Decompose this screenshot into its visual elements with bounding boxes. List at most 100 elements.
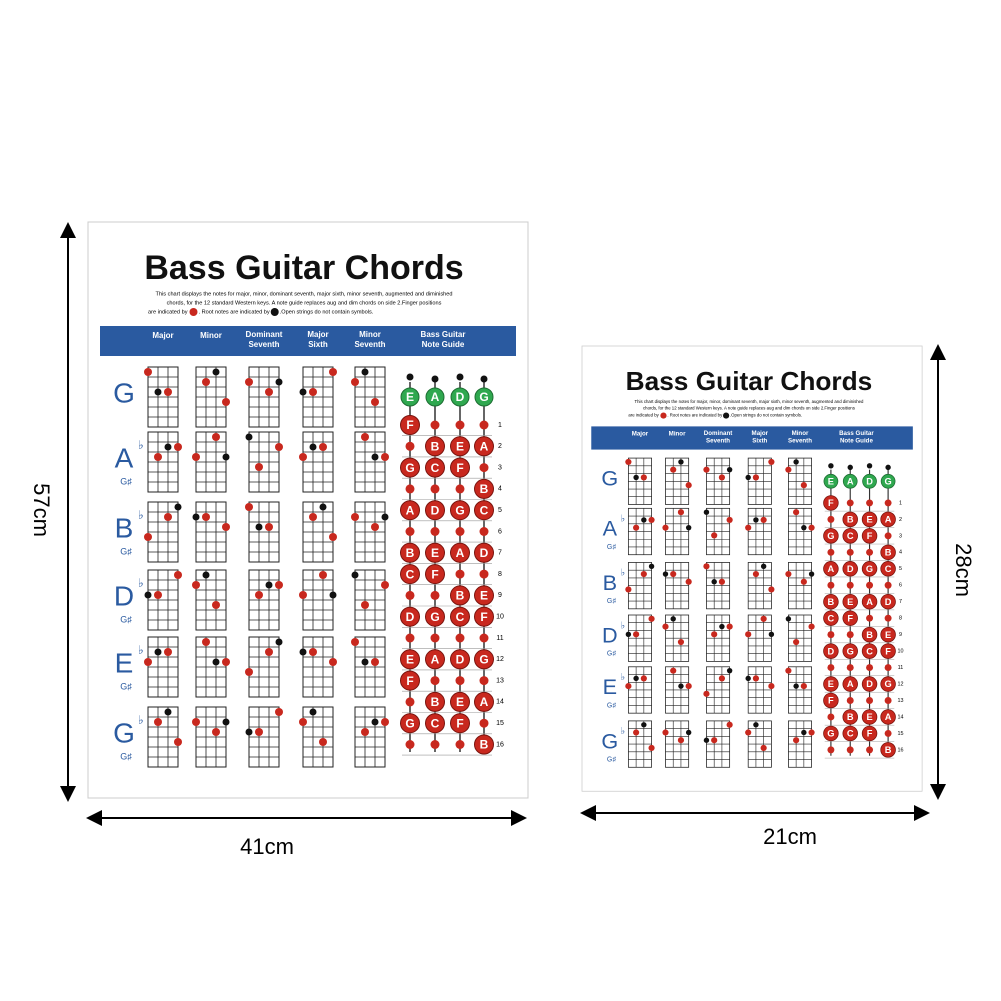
column-header: Minor [669,431,686,438]
column-header: Major [632,431,649,438]
note-circle [400,564,420,585]
sharp-note-dot [479,420,489,430]
sharp-note-dot [405,633,415,643]
note-label: F [480,610,487,624]
note-circle [450,542,470,563]
finger-dot [726,721,733,728]
note-circle [425,606,445,627]
note-label: C [431,461,440,475]
root-dot [641,722,647,728]
finger-dot [785,667,792,674]
tuning-peg [828,463,834,469]
header-bar [591,426,913,450]
key-alt: G♯ [607,756,616,763]
note-label: F [885,646,891,656]
note-label: B [847,712,854,722]
open-string-note [450,387,470,407]
dimension-label: 41cm [240,834,294,859]
finger-dot [329,533,337,541]
root-symbol [270,308,279,316]
finger-dot [800,482,807,489]
finger-dot [640,675,647,682]
sharp-note-dot [405,740,415,749]
note-circle [823,593,839,610]
note-label: C [480,503,489,517]
note-label: D [866,679,873,689]
root-dot [245,728,253,736]
finger-dot [164,648,172,656]
fret-number: 15 [897,731,903,737]
sharp-note-dot [866,548,874,556]
note-circle [450,457,470,478]
note-circle [400,713,420,734]
key-flat: ♭ [621,672,625,682]
open-string-note [425,387,445,407]
fret-number: 9 [498,592,502,599]
fret-number: 14 [897,714,903,720]
fret-number: 14 [496,699,504,706]
note-label: D [431,503,440,517]
root-dot [678,459,684,465]
note-circle [474,649,494,670]
finger-dot [800,683,807,690]
note-label: C [456,610,465,624]
note-circle [842,511,858,528]
finger-dot [299,453,307,461]
finger-dot [265,523,273,531]
finger-symbol [189,308,198,316]
root-dot [222,718,230,726]
sharp-note-dot [827,664,835,672]
finger-dot [144,368,152,376]
sharp-note-dot [846,548,854,556]
tuning-peg [847,464,853,471]
fret-number: 7 [899,599,902,605]
key-alt: G♯ [120,681,132,691]
open-string-note [823,473,839,489]
finger-dot [329,368,337,376]
finger-dot [625,458,632,466]
sharp-note-dot [827,515,835,523]
note-circle [880,511,896,528]
note-label: E [456,439,464,453]
note-circle [823,610,839,626]
open-string-label: E [406,390,414,404]
finger-dot [255,728,263,736]
sharp-note-dot [455,569,465,579]
note-circle [861,626,878,643]
sharp-note-dot [827,548,835,556]
fret-number: 2 [498,443,502,450]
finger-dot [808,729,815,736]
sharp-note-dot [846,631,854,639]
root-dot [381,513,389,521]
open-string-label: E [828,477,834,487]
fret-number: 7 [498,550,502,557]
sharp-note-dot [846,581,854,589]
note-label: A [885,515,892,525]
fret-number: 5 [899,566,902,572]
fret-number: 16 [897,747,903,753]
note-circle [823,643,839,659]
finger-dot [685,482,692,489]
sharp-note-dot [455,527,465,536]
finger-dot [309,513,317,521]
root-dot [633,474,639,481]
note-label: B [480,738,489,752]
fret-number: 12 [897,681,903,687]
fret-number: 8 [498,571,502,578]
finger-dot [640,570,647,578]
description: This chart displays the notes for major,… [156,291,453,297]
finger-dot [192,453,200,461]
sharp-note-dot [430,633,440,643]
note-label: D [885,597,892,607]
key-note: G [601,465,618,490]
finger-dot [703,690,710,697]
note-circle [842,725,858,742]
finger-dot [670,667,677,674]
open-string-note [842,473,858,489]
finger-dot [625,586,632,593]
note-circle [880,676,896,692]
fret-number: 3 [899,533,902,539]
note-circle [880,544,896,561]
open-string-label: G [884,477,891,487]
sharp-note-dot [884,499,892,507]
